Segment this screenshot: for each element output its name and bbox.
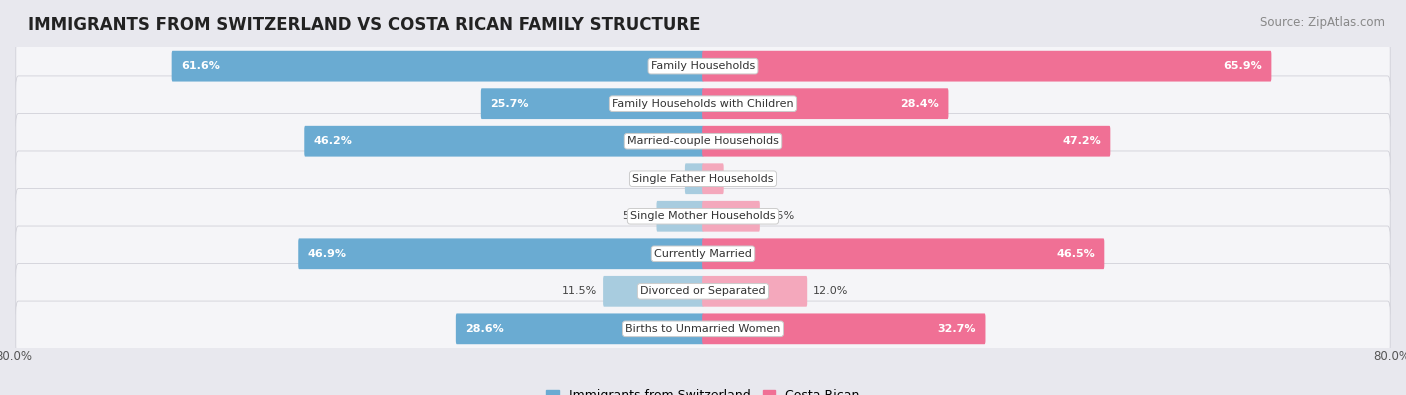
FancyBboxPatch shape: [15, 76, 1391, 132]
Text: Currently Married: Currently Married: [654, 249, 752, 259]
Text: 28.4%: 28.4%: [900, 99, 939, 109]
Text: Single Father Households: Single Father Households: [633, 174, 773, 184]
FancyBboxPatch shape: [481, 88, 704, 119]
Text: Family Households: Family Households: [651, 61, 755, 71]
FancyBboxPatch shape: [702, 126, 1111, 156]
FancyBboxPatch shape: [15, 226, 1391, 282]
FancyBboxPatch shape: [702, 276, 807, 307]
Text: Single Mother Households: Single Mother Households: [630, 211, 776, 221]
FancyBboxPatch shape: [15, 113, 1391, 169]
FancyBboxPatch shape: [603, 276, 704, 307]
Text: 2.0%: 2.0%: [651, 174, 679, 184]
Text: 61.6%: 61.6%: [181, 61, 219, 71]
Text: 47.2%: 47.2%: [1062, 136, 1101, 146]
FancyBboxPatch shape: [685, 164, 704, 194]
Text: 25.7%: 25.7%: [491, 99, 529, 109]
Text: 28.6%: 28.6%: [465, 324, 505, 334]
FancyBboxPatch shape: [702, 239, 1104, 269]
Text: Births to Unmarried Women: Births to Unmarried Women: [626, 324, 780, 334]
Text: IMMIGRANTS FROM SWITZERLAND VS COSTA RICAN FAMILY STRUCTURE: IMMIGRANTS FROM SWITZERLAND VS COSTA RIC…: [28, 16, 700, 34]
Text: Divorced or Separated: Divorced or Separated: [640, 286, 766, 296]
FancyBboxPatch shape: [15, 38, 1391, 94]
FancyBboxPatch shape: [702, 88, 949, 119]
Text: 11.5%: 11.5%: [562, 286, 598, 296]
Text: Family Households with Children: Family Households with Children: [612, 99, 794, 109]
FancyBboxPatch shape: [657, 201, 704, 231]
FancyBboxPatch shape: [172, 51, 704, 81]
Text: Source: ZipAtlas.com: Source: ZipAtlas.com: [1260, 16, 1385, 29]
Text: 2.3%: 2.3%: [730, 174, 758, 184]
FancyBboxPatch shape: [702, 164, 724, 194]
Text: 46.2%: 46.2%: [314, 136, 353, 146]
Text: 65.9%: 65.9%: [1223, 61, 1263, 71]
Legend: Immigrants from Switzerland, Costa Rican: Immigrants from Switzerland, Costa Rican: [541, 384, 865, 395]
FancyBboxPatch shape: [15, 263, 1391, 319]
Text: 5.3%: 5.3%: [623, 211, 651, 221]
FancyBboxPatch shape: [298, 239, 704, 269]
Text: 46.5%: 46.5%: [1056, 249, 1095, 259]
FancyBboxPatch shape: [15, 151, 1391, 207]
Text: 12.0%: 12.0%: [813, 286, 849, 296]
Text: 32.7%: 32.7%: [938, 324, 976, 334]
FancyBboxPatch shape: [702, 201, 759, 231]
FancyBboxPatch shape: [15, 301, 1391, 357]
FancyBboxPatch shape: [702, 51, 1271, 81]
FancyBboxPatch shape: [15, 188, 1391, 244]
Text: 6.5%: 6.5%: [766, 211, 794, 221]
Text: Married-couple Households: Married-couple Households: [627, 136, 779, 146]
FancyBboxPatch shape: [304, 126, 704, 156]
FancyBboxPatch shape: [456, 314, 704, 344]
FancyBboxPatch shape: [702, 314, 986, 344]
Text: 46.9%: 46.9%: [308, 249, 347, 259]
